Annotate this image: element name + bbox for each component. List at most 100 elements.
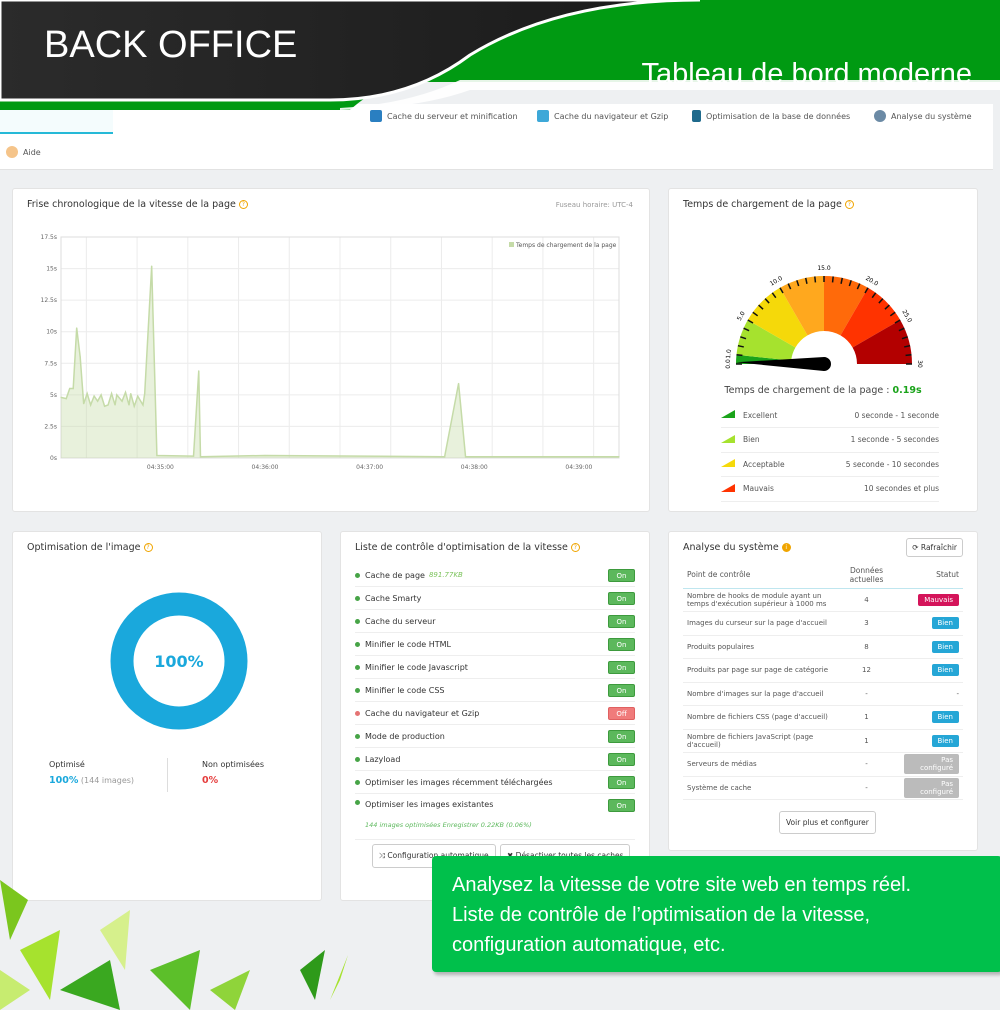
data-point [444, 456, 446, 458]
data-point [121, 400, 123, 402]
plot-frame [60, 236, 620, 459]
tab-database[interactable]: Optimisation de la base de données [692, 110, 850, 122]
gauge-tick [787, 283, 792, 290]
data-point [128, 404, 130, 406]
tab-help[interactable]: Aide [6, 146, 41, 158]
checkpoint: Images du curseur sur la page d'accueil [683, 611, 833, 636]
toggle-switch[interactable]: On [608, 684, 635, 697]
header-slogan: Tableau de bord moderne [641, 58, 972, 90]
item-label: Optimiser les images récemment télécharg… [365, 777, 553, 787]
database-icon [692, 110, 701, 122]
legend-label: Mauvais [743, 476, 804, 502]
tab-label: Analyse du système [891, 111, 972, 121]
tab-server-cache[interactable]: Cache du serveur et minification [370, 110, 518, 122]
monitor-icon [537, 110, 549, 122]
gauge-segment [736, 320, 796, 361]
checkpoint: Produits populaires [683, 635, 833, 659]
current-value: - [833, 752, 901, 777]
data-point [72, 387, 74, 390]
help-icon[interactable]: ? [570, 543, 580, 552]
gauge-tick [740, 336, 747, 340]
stat-count: (144 images) [80, 776, 135, 785]
x-tick-label: 04:37:00 [356, 464, 383, 471]
data-point [464, 456, 467, 458]
tab-label: Cache du serveur et minification [387, 111, 518, 121]
checkpoint: Produits par page sur page de catégorie [683, 658, 833, 683]
status-badge: Bien [931, 711, 959, 724]
checkpoint: Nombre de fichiers JavaScript (page d'ac… [683, 729, 833, 753]
data-point [137, 395, 139, 397]
close-icon: ✖ [507, 851, 516, 860]
gauge-tick [878, 298, 884, 304]
see-more-button[interactable]: Voir plus et configurer [779, 811, 876, 834]
y-tick-label: 7.5s [44, 360, 57, 367]
legend-swatch-icon [721, 483, 735, 492]
toggle-switch[interactable]: On [608, 592, 635, 605]
brand-title: BACK OFFICE [44, 24, 298, 66]
toggle-switch[interactable]: On [608, 753, 635, 766]
data-point [198, 370, 200, 372]
data-point [76, 327, 78, 329]
toggle-switch[interactable]: On [608, 661, 635, 674]
card-title: Frise chronologique de la vitesse de la … [27, 199, 248, 210]
x-tick-label: 04:39:00 [565, 464, 592, 471]
checkpoint: Serveurs de médias [683, 752, 833, 777]
help-icon [6, 146, 18, 158]
legend-range: 5 seconde - 10 secondes [803, 452, 939, 477]
gauge-tick [840, 277, 844, 284]
toggle-switch[interactable]: On [608, 799, 635, 812]
checklist-item: Minifier le code HTML On [355, 633, 635, 656]
item-label: Mode de production [365, 731, 445, 741]
data-point [103, 405, 106, 407]
gauge-tick [864, 287, 869, 294]
x-tick-label: 04:38:00 [461, 464, 488, 471]
data-point [457, 382, 460, 385]
gauge-tick-label: 25.0 [900, 309, 913, 324]
toggle-switch[interactable]: On [608, 730, 635, 743]
legend-swatch-icon [721, 410, 735, 418]
data-point [100, 394, 102, 396]
status-badge: Pas configuré [904, 754, 959, 775]
status-dot [355, 595, 360, 601]
gauge-tick [804, 277, 808, 284]
help-icon[interactable]: ? [143, 543, 153, 552]
data-point [114, 404, 116, 406]
data-point [142, 404, 144, 406]
help-icon[interactable]: ? [238, 200, 248, 209]
tab-system-analysis[interactable]: Analyse du système [874, 110, 972, 122]
legend-label: Temps de chargement de la page [515, 242, 617, 249]
checklist-item: Lazyload On [355, 748, 635, 771]
toggle-switch[interactable]: On [608, 569, 635, 582]
note: Enregistrer 0.22KB (0.06%) [442, 821, 532, 829]
legend-range: 0 seconde - 1 seconde [803, 403, 939, 428]
refresh-button[interactable]: ⟳ Rafraîchir [906, 538, 963, 557]
area-fill [61, 266, 619, 458]
title-text: Analyse du système [683, 542, 779, 553]
info-icon[interactable]: i [781, 543, 791, 552]
data-point [79, 356, 81, 358]
toggle-switch[interactable]: Off [608, 707, 635, 720]
toggle-switch[interactable]: On [608, 615, 635, 628]
gauge-tick-label: 0.0 [725, 359, 732, 369]
donut-percent: 100% [154, 652, 204, 671]
checkpoint: Système de cache [683, 776, 833, 800]
legend-row: Acceptable 5 seconde - 10 secondes [721, 452, 939, 477]
y-tick-label: 5s [50, 392, 57, 399]
toggle-switch[interactable]: On [608, 638, 635, 651]
data-point [124, 391, 127, 393]
button-label: Rafraîchir [920, 543, 957, 552]
toggle-switch[interactable]: On [608, 776, 635, 789]
item-label: Minifier le code CSS [365, 685, 445, 695]
gauge-card: Temps de chargement de la page? 0.0 1.0 5.… [668, 188, 978, 512]
gauge-tick [898, 327, 905, 332]
timeline-card: Frise chronologique de la vitesse de la … [12, 188, 650, 512]
tab-browser-cache[interactable]: Cache du navigateur et Gzip [537, 110, 668, 122]
table-row: Produits par page sur page de catégorie 1… [683, 658, 963, 683]
gauge-tick [905, 354, 912, 357]
data-point [133, 405, 135, 407]
server-icon [370, 110, 382, 122]
help-icon[interactable]: ? [844, 200, 854, 209]
image-optimization-card: Optimisation de l'image? 100% Optimisé 10… [12, 531, 322, 901]
table-row: Nombre de fichiers JavaScript (page d'ac… [683, 729, 963, 753]
data-point [83, 403, 85, 405]
